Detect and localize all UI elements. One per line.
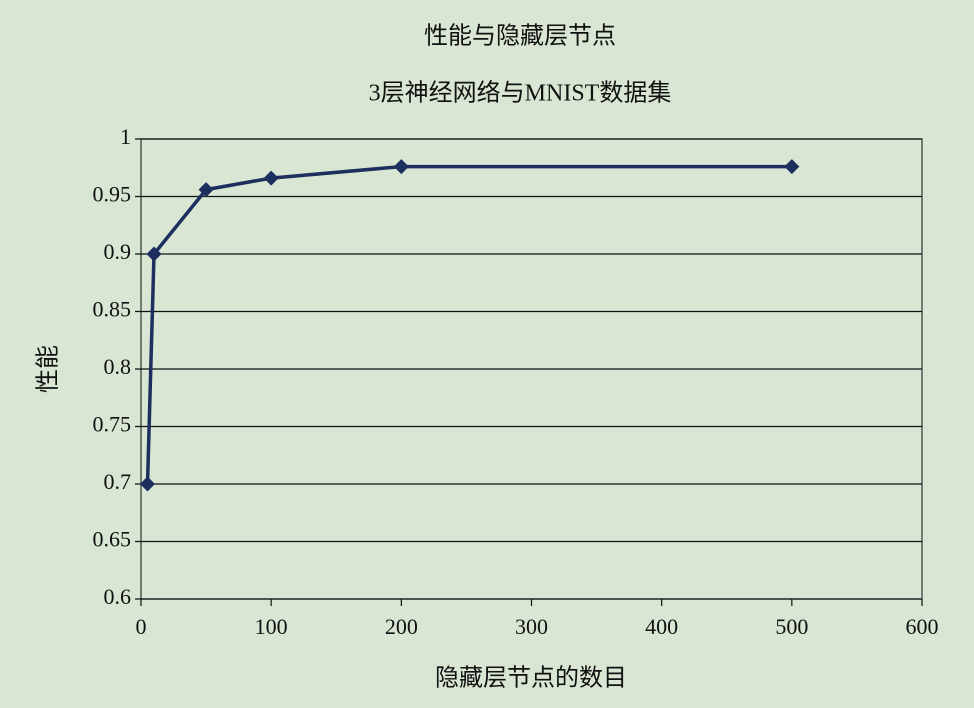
marker	[146, 246, 162, 262]
chart-title: 性能与隐藏层节点	[424, 23, 616, 50]
x-tick-label: 300	[515, 614, 548, 639]
y-tick-label: 0.95	[93, 182, 132, 207]
x-tick-label: 100	[255, 614, 288, 639]
marker	[784, 159, 800, 175]
marker	[198, 182, 214, 198]
y-tick-label: 1	[120, 124, 131, 149]
y-tick-label: 0.8	[104, 354, 132, 379]
marker	[263, 170, 279, 186]
y-tick-label: 0.75	[93, 412, 132, 437]
y-axis-label: 性能	[35, 345, 62, 393]
chart-subtitle: 3层神经网络与MNIST数据集	[369, 80, 672, 107]
x-tick-label: 400	[645, 614, 678, 639]
x-tick-label: 500	[775, 614, 808, 639]
y-tick-label: 0.85	[93, 297, 132, 322]
x-tick-label: 200	[385, 614, 418, 639]
y-tick-label: 0.9	[104, 239, 132, 264]
x-tick-label: 600	[906, 614, 939, 639]
marker	[140, 476, 156, 492]
marker	[393, 159, 409, 175]
y-tick-label: 0.7	[104, 469, 132, 494]
x-axis-label: 隐藏层节点的数目	[435, 665, 627, 692]
y-tick-label: 0.6	[104, 584, 132, 609]
x-tick-label: 0	[136, 614, 147, 639]
y-tick-label: 0.65	[93, 527, 132, 552]
line	[145, 164, 792, 485]
